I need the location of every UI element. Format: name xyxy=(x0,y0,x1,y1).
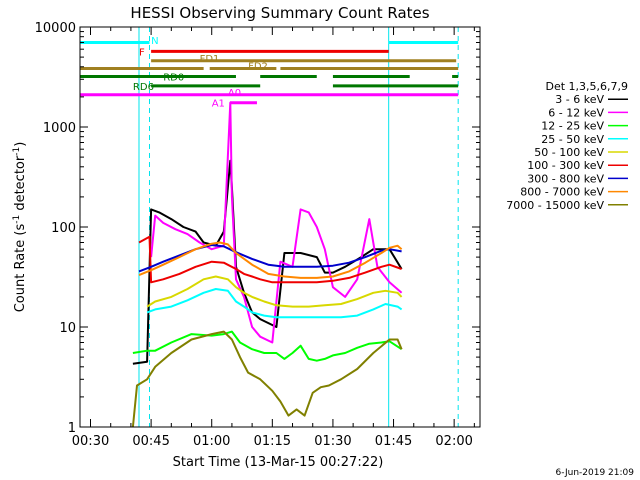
x-tick-label: 02:00 xyxy=(435,434,472,449)
y-tick-label: 1 xyxy=(68,421,76,436)
series-line-25-50-kev xyxy=(146,288,403,319)
series-line-800-7000-kev xyxy=(138,241,403,279)
legend-label: 300 - 800 keV xyxy=(527,172,604,185)
legend-label: 50 - 100 keV xyxy=(534,146,604,159)
y-tick-label: 1000 xyxy=(43,121,76,136)
series-line-6-12-kev xyxy=(150,101,403,344)
legend-title: Det 1,3,5,6,7,9 xyxy=(545,80,628,93)
x-axis-label: Start Time (13-Mar-15 00:27:22) xyxy=(173,455,384,470)
legend-label: 3 - 6 keV xyxy=(555,93,604,106)
flag-label-rd0: RD0 xyxy=(163,72,184,83)
x-tick-label: 01:45 xyxy=(375,434,412,449)
y-tick-label: 100 xyxy=(51,221,76,236)
flag-label-n: N xyxy=(151,36,158,47)
x-tick-label: 01:30 xyxy=(314,434,351,449)
x-tick-label: 01:00 xyxy=(193,434,230,449)
legend-label: 12 - 25 keV xyxy=(541,120,604,133)
chart-title: HESSI Observing Summary Count Rates xyxy=(130,4,429,22)
flag-label-rd6: RD6 xyxy=(133,82,154,93)
legend-label: 100 - 300 keV xyxy=(527,159,604,172)
flag-label-a0: A0 xyxy=(228,88,241,99)
legend-label: 7000 - 15000 keV xyxy=(506,199,604,212)
x-tick-label: 00:45 xyxy=(132,434,169,449)
y-tick-label: 10 xyxy=(59,321,76,336)
series-line-7000-15000-kev xyxy=(131,330,403,427)
y-axis-label: Count Rate (s-1 detector-1) xyxy=(12,142,28,313)
y-tick-label: 10000 xyxy=(35,21,76,36)
date-stamp: 6-Jun-2019 21:09 xyxy=(556,468,635,478)
flag-label-a1: A1 xyxy=(212,99,225,110)
series-line-50-100-kev xyxy=(146,275,403,308)
flag-label-fd2: FD2 xyxy=(248,62,268,73)
legend-label: 25 - 50 keV xyxy=(541,133,604,146)
x-tick-label: 00:30 xyxy=(72,434,109,449)
flag-label-f: F xyxy=(139,47,145,58)
legend-label: 6 - 12 keV xyxy=(548,106,604,119)
x-tick-label: 01:15 xyxy=(254,434,291,449)
series-line-300-800-kev xyxy=(138,244,402,273)
flag-label-fd1: FD1 xyxy=(200,54,220,65)
series-line-100-300-kev xyxy=(138,235,402,284)
legend-label: 800 - 7000 keV xyxy=(520,186,604,199)
series-line-12-25-kev xyxy=(132,330,403,362)
